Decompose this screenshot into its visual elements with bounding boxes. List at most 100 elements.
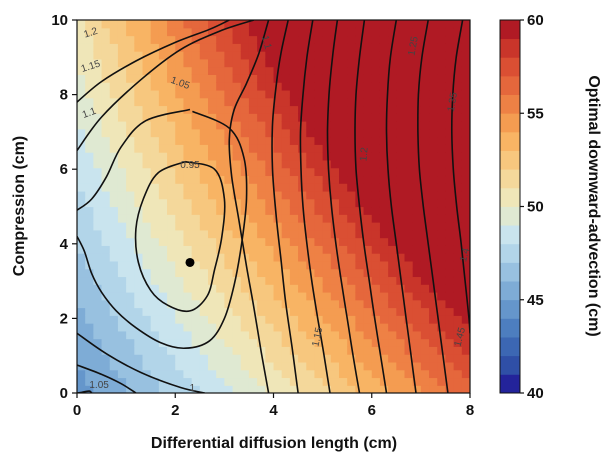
heatmap-cell [85,144,94,153]
heatmap-cell [355,128,365,138]
heatmap-cell [216,51,225,60]
heatmap-cell [404,58,414,68]
heatmap-cell [330,260,340,270]
heatmap-cell [117,175,127,184]
heatmap-cell [142,338,152,347]
heatmap-cell [322,245,332,254]
heatmap-cell [77,159,86,169]
heatmap-cell [232,377,242,386]
heatmap-cell [126,206,135,215]
heatmap-cell [355,35,365,44]
heatmap-cell [339,385,348,393]
heatmap-cell [199,136,209,145]
heatmap-cell [273,113,283,122]
heatmap-cell [281,369,291,379]
heatmap-cell [150,152,160,161]
heatmap-cell [420,307,430,316]
heatmap-cell [134,338,144,347]
heatmap-cell [183,222,193,231]
heatmap-cell [208,144,217,153]
heatmap-cell [289,276,299,285]
heatmap-cell [420,190,430,200]
heatmap-cell [265,113,275,122]
heatmap-cell [117,315,127,324]
heatmap-cell [240,346,250,355]
heatmap-cell [240,43,250,52]
heatmap-cell [429,58,438,68]
heatmap-cell [429,43,438,52]
heatmap-cell [388,323,397,332]
heatmap-cell [85,97,94,107]
heatmap-cell [314,198,324,208]
heatmap-cell [445,27,455,37]
heatmap-cell [142,253,152,262]
heatmap-cell [363,74,373,83]
heatmap-cell [445,105,455,114]
heatmap-cell [388,58,397,68]
heatmap-cell [142,35,152,44]
heatmap-cell [330,82,340,91]
heatmap-cell [142,346,152,355]
heatmap-cell [199,43,209,52]
heatmap-cell [109,268,119,278]
heatmap-cell [306,338,316,347]
heatmap-cell [265,89,275,99]
heatmap-cell [199,167,209,177]
heatmap-cell [404,260,414,270]
heatmap-cell [208,377,217,386]
heatmap-cell [175,128,185,138]
heatmap-cell [191,51,201,60]
colorbar-swatch [500,281,520,301]
heatmap-cell [199,144,209,153]
heatmap-cell [314,276,324,285]
heatmap-cell [396,284,406,293]
heatmap-cell [117,346,127,355]
heatmap-cell [347,315,356,324]
heatmap-cell [248,214,258,223]
heatmap-cell [363,97,373,107]
heatmap-cell [306,369,316,379]
heatmap-cell [347,74,356,83]
heatmap-cell [273,58,283,68]
heatmap-cell [167,299,176,309]
heatmap-cell [461,43,470,52]
heatmap-cell [101,268,111,278]
heatmap-cell [445,307,455,316]
heatmap-cell [396,245,406,254]
heatmap-cell [265,206,275,215]
heatmap-cell [388,97,397,107]
heatmap-cell [183,206,193,215]
heatmap-cell [85,183,94,192]
heatmap-cell [101,206,111,215]
heatmap-cell [109,284,119,293]
heatmap-cell [142,144,152,153]
heatmap-cell [363,35,373,44]
heatmap-cell [93,159,103,169]
heatmap-cell [363,66,373,75]
heatmap-cell [199,354,209,363]
heatmap-cell [167,136,176,145]
heatmap-cell [322,97,332,107]
heatmap-cell [216,206,225,215]
heatmap-cell [167,97,176,107]
heatmap-cell [445,385,455,393]
heatmap-cell [191,58,201,68]
heatmap-cell [281,105,291,114]
heatmap-cell [109,206,119,215]
heatmap-cell [322,175,332,184]
heatmap-cell [183,377,193,386]
heatmap-cell [396,167,406,177]
heatmap-cell [371,82,381,91]
heatmap-cell [93,121,103,130]
heatmap-cell [379,253,389,262]
heatmap-cell [150,377,160,386]
heatmap-cell [437,361,447,371]
heatmap-cell [117,58,127,68]
heatmap-cell [461,97,470,107]
heatmap-cell [257,121,266,130]
heatmap-cell [134,291,144,301]
heatmap-cell [437,284,447,293]
heatmap-cell [347,105,356,114]
heatmap-cell [224,307,234,316]
heatmap-cell [289,315,299,324]
